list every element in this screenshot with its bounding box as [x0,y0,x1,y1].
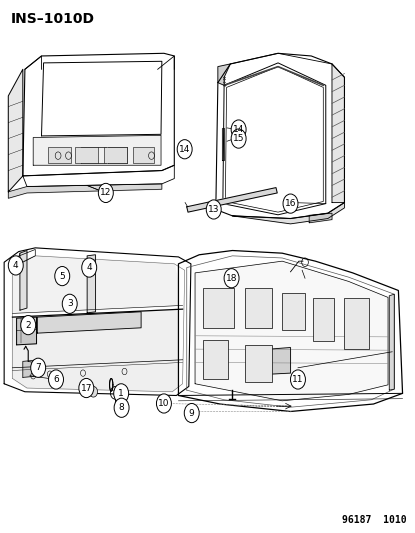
Circle shape [31,358,46,377]
Bar [133,147,154,163]
Polygon shape [37,312,141,333]
Polygon shape [218,64,230,85]
Circle shape [206,200,221,219]
Text: 4: 4 [13,261,19,270]
Text: 12: 12 [100,189,112,197]
Circle shape [79,378,94,398]
Polygon shape [222,128,224,160]
Bar [203,288,234,328]
Circle shape [8,256,23,275]
Polygon shape [23,53,174,176]
Bar [313,298,334,341]
Circle shape [224,269,239,288]
Text: 17: 17 [81,384,92,392]
Bar [203,340,228,379]
Circle shape [231,129,246,148]
Text: 96187  1010: 96187 1010 [342,515,407,525]
Text: 16: 16 [285,199,296,208]
Polygon shape [389,294,394,390]
Text: 6: 6 [53,375,59,384]
Text: 14: 14 [179,145,190,154]
Text: 4: 4 [86,263,92,272]
Polygon shape [195,261,388,401]
Circle shape [21,316,36,335]
Circle shape [98,183,113,203]
Text: 2: 2 [25,321,31,329]
Polygon shape [17,317,37,345]
Text: 1: 1 [118,389,124,398]
Circle shape [89,386,98,397]
Bar [104,147,127,163]
Circle shape [62,294,77,313]
Text: 8: 8 [119,403,124,412]
Bar [75,147,98,163]
Text: 14: 14 [233,125,244,134]
Polygon shape [270,348,290,374]
Bar [245,345,272,382]
Circle shape [82,258,97,277]
Circle shape [55,266,70,286]
Bar [245,288,272,328]
Text: 13: 13 [208,205,220,214]
Text: 5: 5 [59,272,65,280]
Circle shape [49,370,63,389]
Text: 7: 7 [35,364,41,372]
Polygon shape [8,69,23,192]
Text: 18: 18 [226,274,237,282]
Polygon shape [12,256,183,313]
Circle shape [114,384,129,403]
Circle shape [231,120,246,139]
Circle shape [114,398,129,417]
Circle shape [119,400,126,408]
Text: 15: 15 [233,134,244,143]
Text: 11: 11 [292,375,304,384]
Polygon shape [23,360,35,377]
Polygon shape [20,251,27,310]
Bar [282,293,305,330]
Bar [344,298,369,349]
Circle shape [283,194,298,213]
Text: 3: 3 [67,300,73,308]
Polygon shape [332,64,344,203]
Circle shape [184,403,199,423]
Polygon shape [12,309,183,392]
Circle shape [177,140,192,159]
Bar [48,147,71,163]
Circle shape [156,394,171,413]
Circle shape [290,370,305,389]
Text: 9: 9 [189,409,195,417]
Polygon shape [232,203,344,224]
Polygon shape [216,53,344,219]
Polygon shape [8,184,162,198]
Text: 10: 10 [158,399,170,408]
Polygon shape [187,188,277,212]
Polygon shape [309,213,332,223]
Polygon shape [33,135,161,165]
Text: INS–1010D: INS–1010D [10,12,94,26]
Polygon shape [87,255,95,313]
Polygon shape [4,248,191,395]
Polygon shape [178,251,403,411]
